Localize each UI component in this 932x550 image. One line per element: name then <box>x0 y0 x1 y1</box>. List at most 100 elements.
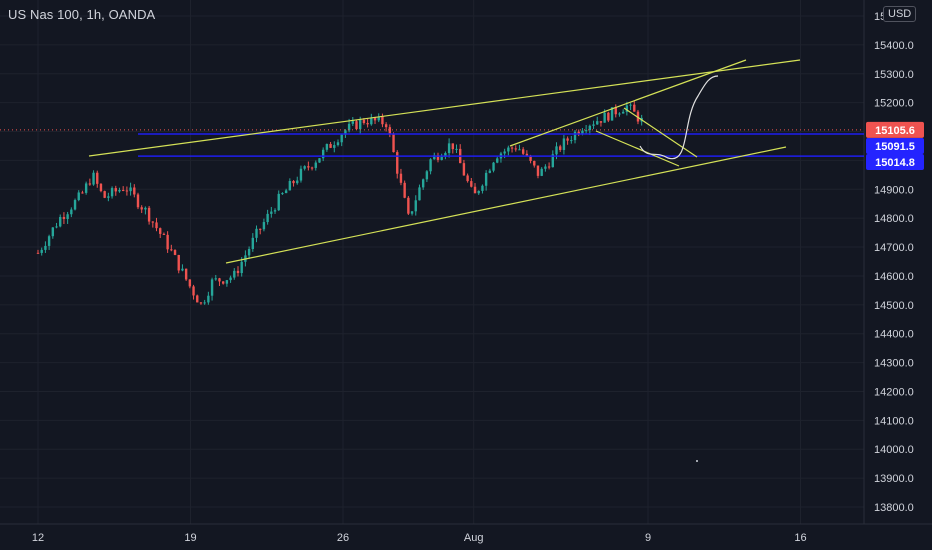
candle[interactable] <box>340 133 343 147</box>
candle[interactable] <box>121 186 125 192</box>
candle[interactable] <box>266 209 269 225</box>
candle[interactable] <box>547 162 551 170</box>
candle[interactable] <box>118 187 121 193</box>
projection-path[interactable] <box>639 75 719 160</box>
candle[interactable] <box>181 264 184 272</box>
candle[interactable] <box>510 146 514 153</box>
candle[interactable] <box>518 144 521 151</box>
candle[interactable] <box>610 107 614 121</box>
candle[interactable] <box>377 113 380 123</box>
candle[interactable] <box>414 195 417 216</box>
candle[interactable] <box>629 103 632 111</box>
candle[interactable] <box>70 207 73 218</box>
candle[interactable] <box>462 159 466 176</box>
candle[interactable] <box>196 294 199 303</box>
candle[interactable] <box>318 158 321 163</box>
trendline[interactable] <box>225 146 787 264</box>
candle[interactable] <box>399 168 403 186</box>
candle[interactable] <box>225 279 229 287</box>
candle[interactable] <box>47 234 51 250</box>
candle[interactable] <box>292 180 295 187</box>
candle[interactable] <box>551 150 554 168</box>
candle[interactable] <box>570 135 573 144</box>
candle[interactable] <box>255 225 258 243</box>
candle[interactable] <box>299 165 303 183</box>
candle[interactable] <box>296 176 299 185</box>
candle[interactable] <box>192 284 195 300</box>
candle[interactable] <box>384 122 388 132</box>
candle[interactable] <box>473 183 477 194</box>
candle[interactable] <box>36 249 40 254</box>
candle[interactable] <box>303 165 306 171</box>
candle[interactable] <box>444 151 447 160</box>
candle[interactable] <box>484 170 488 191</box>
candle[interactable] <box>229 275 232 283</box>
candle[interactable] <box>177 254 180 274</box>
candle[interactable] <box>144 206 147 215</box>
candle[interactable] <box>207 291 210 305</box>
candle[interactable] <box>81 190 84 194</box>
candle[interactable] <box>584 125 588 134</box>
candles[interactable] <box>36 101 643 305</box>
candle[interactable] <box>410 211 414 216</box>
candle[interactable] <box>325 143 329 152</box>
candle[interactable] <box>270 206 273 218</box>
candle[interactable] <box>40 247 43 256</box>
candle[interactable] <box>373 116 377 125</box>
candle[interactable] <box>418 184 421 201</box>
candle[interactable] <box>507 145 510 156</box>
candle[interactable] <box>221 281 225 285</box>
candle[interactable] <box>273 208 277 214</box>
candle[interactable] <box>633 101 636 112</box>
candle[interactable] <box>125 186 129 196</box>
candle[interactable] <box>370 113 373 126</box>
candle[interactable] <box>88 178 92 186</box>
candle[interactable] <box>288 178 292 191</box>
candle[interactable] <box>336 139 340 147</box>
candle[interactable] <box>451 143 454 154</box>
candle[interactable] <box>481 184 484 194</box>
x-axis[interactable]: 12 19 26 Aug 9 16 <box>32 532 807 544</box>
candle[interactable] <box>425 170 429 183</box>
candle[interactable] <box>247 246 251 260</box>
candle[interactable] <box>103 190 106 199</box>
candle[interactable] <box>66 211 69 224</box>
candle[interactable] <box>396 150 399 179</box>
candle[interactable] <box>366 118 369 128</box>
candle[interactable] <box>307 161 310 171</box>
candle[interactable] <box>521 147 525 155</box>
candle[interactable] <box>262 218 266 232</box>
candle[interactable] <box>566 136 569 145</box>
candle[interactable] <box>99 183 103 193</box>
candle[interactable] <box>210 277 214 301</box>
candle[interactable] <box>514 145 517 152</box>
candle[interactable] <box>59 214 62 228</box>
candle[interactable] <box>321 147 325 162</box>
candle[interactable] <box>151 221 155 228</box>
candle[interactable] <box>614 104 617 118</box>
currency-badge[interactable]: USD <box>883 6 917 22</box>
candle[interactable] <box>447 138 451 158</box>
candle[interactable] <box>544 164 547 172</box>
candle[interactable] <box>536 165 540 179</box>
candle[interactable] <box>188 279 192 289</box>
candle[interactable] <box>140 205 143 214</box>
candle[interactable] <box>251 233 255 252</box>
trendlines[interactable] <box>88 59 801 264</box>
candle[interactable] <box>540 167 543 177</box>
candle[interactable] <box>492 161 495 173</box>
candle[interactable] <box>51 227 55 239</box>
candle[interactable] <box>233 268 236 280</box>
candle[interactable] <box>466 173 469 183</box>
candle[interactable] <box>107 192 110 202</box>
candle[interactable] <box>477 190 480 195</box>
candle[interactable] <box>625 101 629 116</box>
candle[interactable] <box>403 180 406 199</box>
candle[interactable] <box>351 117 355 126</box>
candle[interactable] <box>333 141 336 153</box>
candle[interactable] <box>314 160 317 171</box>
trendline[interactable] <box>509 59 747 147</box>
candle[interactable] <box>596 116 599 125</box>
